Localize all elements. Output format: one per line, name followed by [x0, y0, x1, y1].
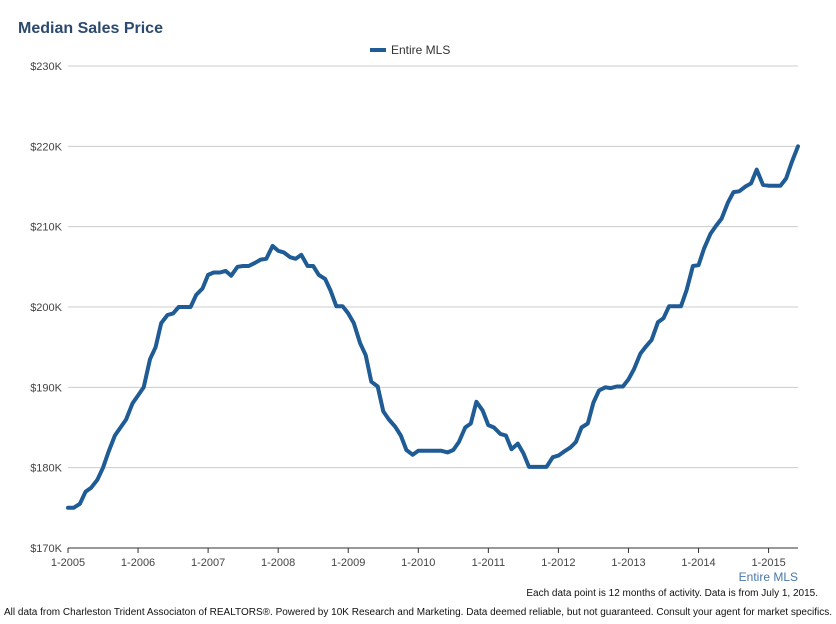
axes	[67, 547, 798, 553]
grid-lines	[68, 65, 798, 469]
chart-title: Median Sales Price	[18, 20, 163, 37]
y-tick-label: $190K	[30, 382, 62, 394]
x-tick-label: 1-2008	[261, 557, 295, 569]
y-tick-label: $180K	[30, 463, 62, 475]
series-lines	[66, 144, 800, 510]
y-tick-label: $210K	[30, 222, 62, 234]
x-tick-label: 1-2012	[541, 557, 575, 569]
y-tick-labels: $170K $180K $190K $200K $210K $220K $230K	[30, 61, 62, 555]
legend-label: Entire MLS	[391, 43, 450, 57]
x-tick-label: 1-2006	[121, 557, 155, 569]
x-tick-label: 1-2010	[401, 557, 435, 569]
data-note: Each data point is 12 months of activity…	[526, 588, 818, 599]
x-tick-label: 1-2011	[472, 557, 505, 569]
legend[interactable]: Entire MLS	[370, 43, 450, 57]
x-tick-label: 1-2014	[681, 557, 715, 569]
series-line-0[interactable]	[66, 144, 800, 510]
x-axis-title: Entire MLS	[739, 570, 798, 584]
y-tick-label: $220K	[30, 141, 62, 153]
x-tick-label: 1-2009	[331, 557, 365, 569]
line-chart: $170K $180K $190K $200K $210K $220K $230K 1-20…	[30, 43, 800, 584]
footer-disclaimer: All data from Charleston Trident Associa…	[4, 607, 832, 618]
y-tick-label: $170K	[30, 543, 62, 555]
x-tick-label: 1-2007	[191, 557, 225, 569]
y-tick-label: $230K	[30, 61, 62, 73]
x-tick-label: 1-2013	[611, 557, 645, 569]
y-tick-label: $200K	[30, 302, 62, 314]
x-tick-labels: 1-2005 1-2006 1-2007 1-2008 1-2009 1-2010 1-20…	[51, 557, 786, 569]
x-tick-label: 1-2005	[51, 557, 85, 569]
x-tick-label: 1-2015	[751, 557, 785, 569]
